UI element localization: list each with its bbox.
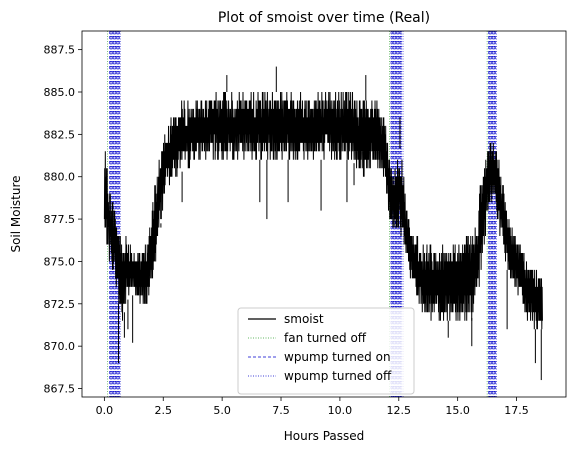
y-tick-label: 870.0 <box>44 340 76 353</box>
x-axis-label: Hours Passed <box>284 429 365 443</box>
y-axis-label: Soil Moisture <box>9 175 23 252</box>
y-tick-label: 880.0 <box>44 171 76 184</box>
y-tick-label: 882.5 <box>44 128 76 141</box>
y-tick-label: 875.0 <box>44 255 76 268</box>
x-tick-label: 5.0 <box>213 404 231 417</box>
x-tick-label: 7.5 <box>272 404 290 417</box>
x-tick-label: 15.0 <box>445 404 470 417</box>
y-axis: 867.5 870.0 872.5 875.0 877.5 880.0 882.5 885.0… <box>44 44 82 396</box>
x-tick-label: 12.5 <box>387 404 412 417</box>
y-tick-label: 885.0 <box>44 86 76 99</box>
x-tick-label: 17.5 <box>504 404 529 417</box>
smoist-series <box>103 66 543 381</box>
y-tick-label: 872.5 <box>44 298 76 311</box>
legend: smoist fan turned off wpump turned on wpump… <box>237 307 415 395</box>
legend-box <box>237 307 415 395</box>
chart-title: Plot of smoist over time (Real) <box>218 10 430 26</box>
legend-label: wpump turned off <box>284 369 392 383</box>
x-axis: 0.0 2.5 5.0 7.5 10.0 12.5 15.0 17.5 <box>96 397 529 417</box>
y-tick-label: 877.5 <box>44 213 76 226</box>
plot-frame <box>81 30 567 398</box>
legend-label: wpump turned on <box>284 350 391 364</box>
y-tick-label: 867.5 <box>44 383 76 396</box>
legend-label: smoist <box>284 312 324 326</box>
x-tick-label: 10.0 <box>328 404 353 417</box>
smoist-line <box>103 91 543 330</box>
y-tick-label: 887.5 <box>44 44 76 57</box>
legend-label: fan turned off <box>284 331 367 345</box>
x-tick-label: 0.0 <box>96 404 114 417</box>
x-tick-label: 2.5 <box>155 404 173 417</box>
